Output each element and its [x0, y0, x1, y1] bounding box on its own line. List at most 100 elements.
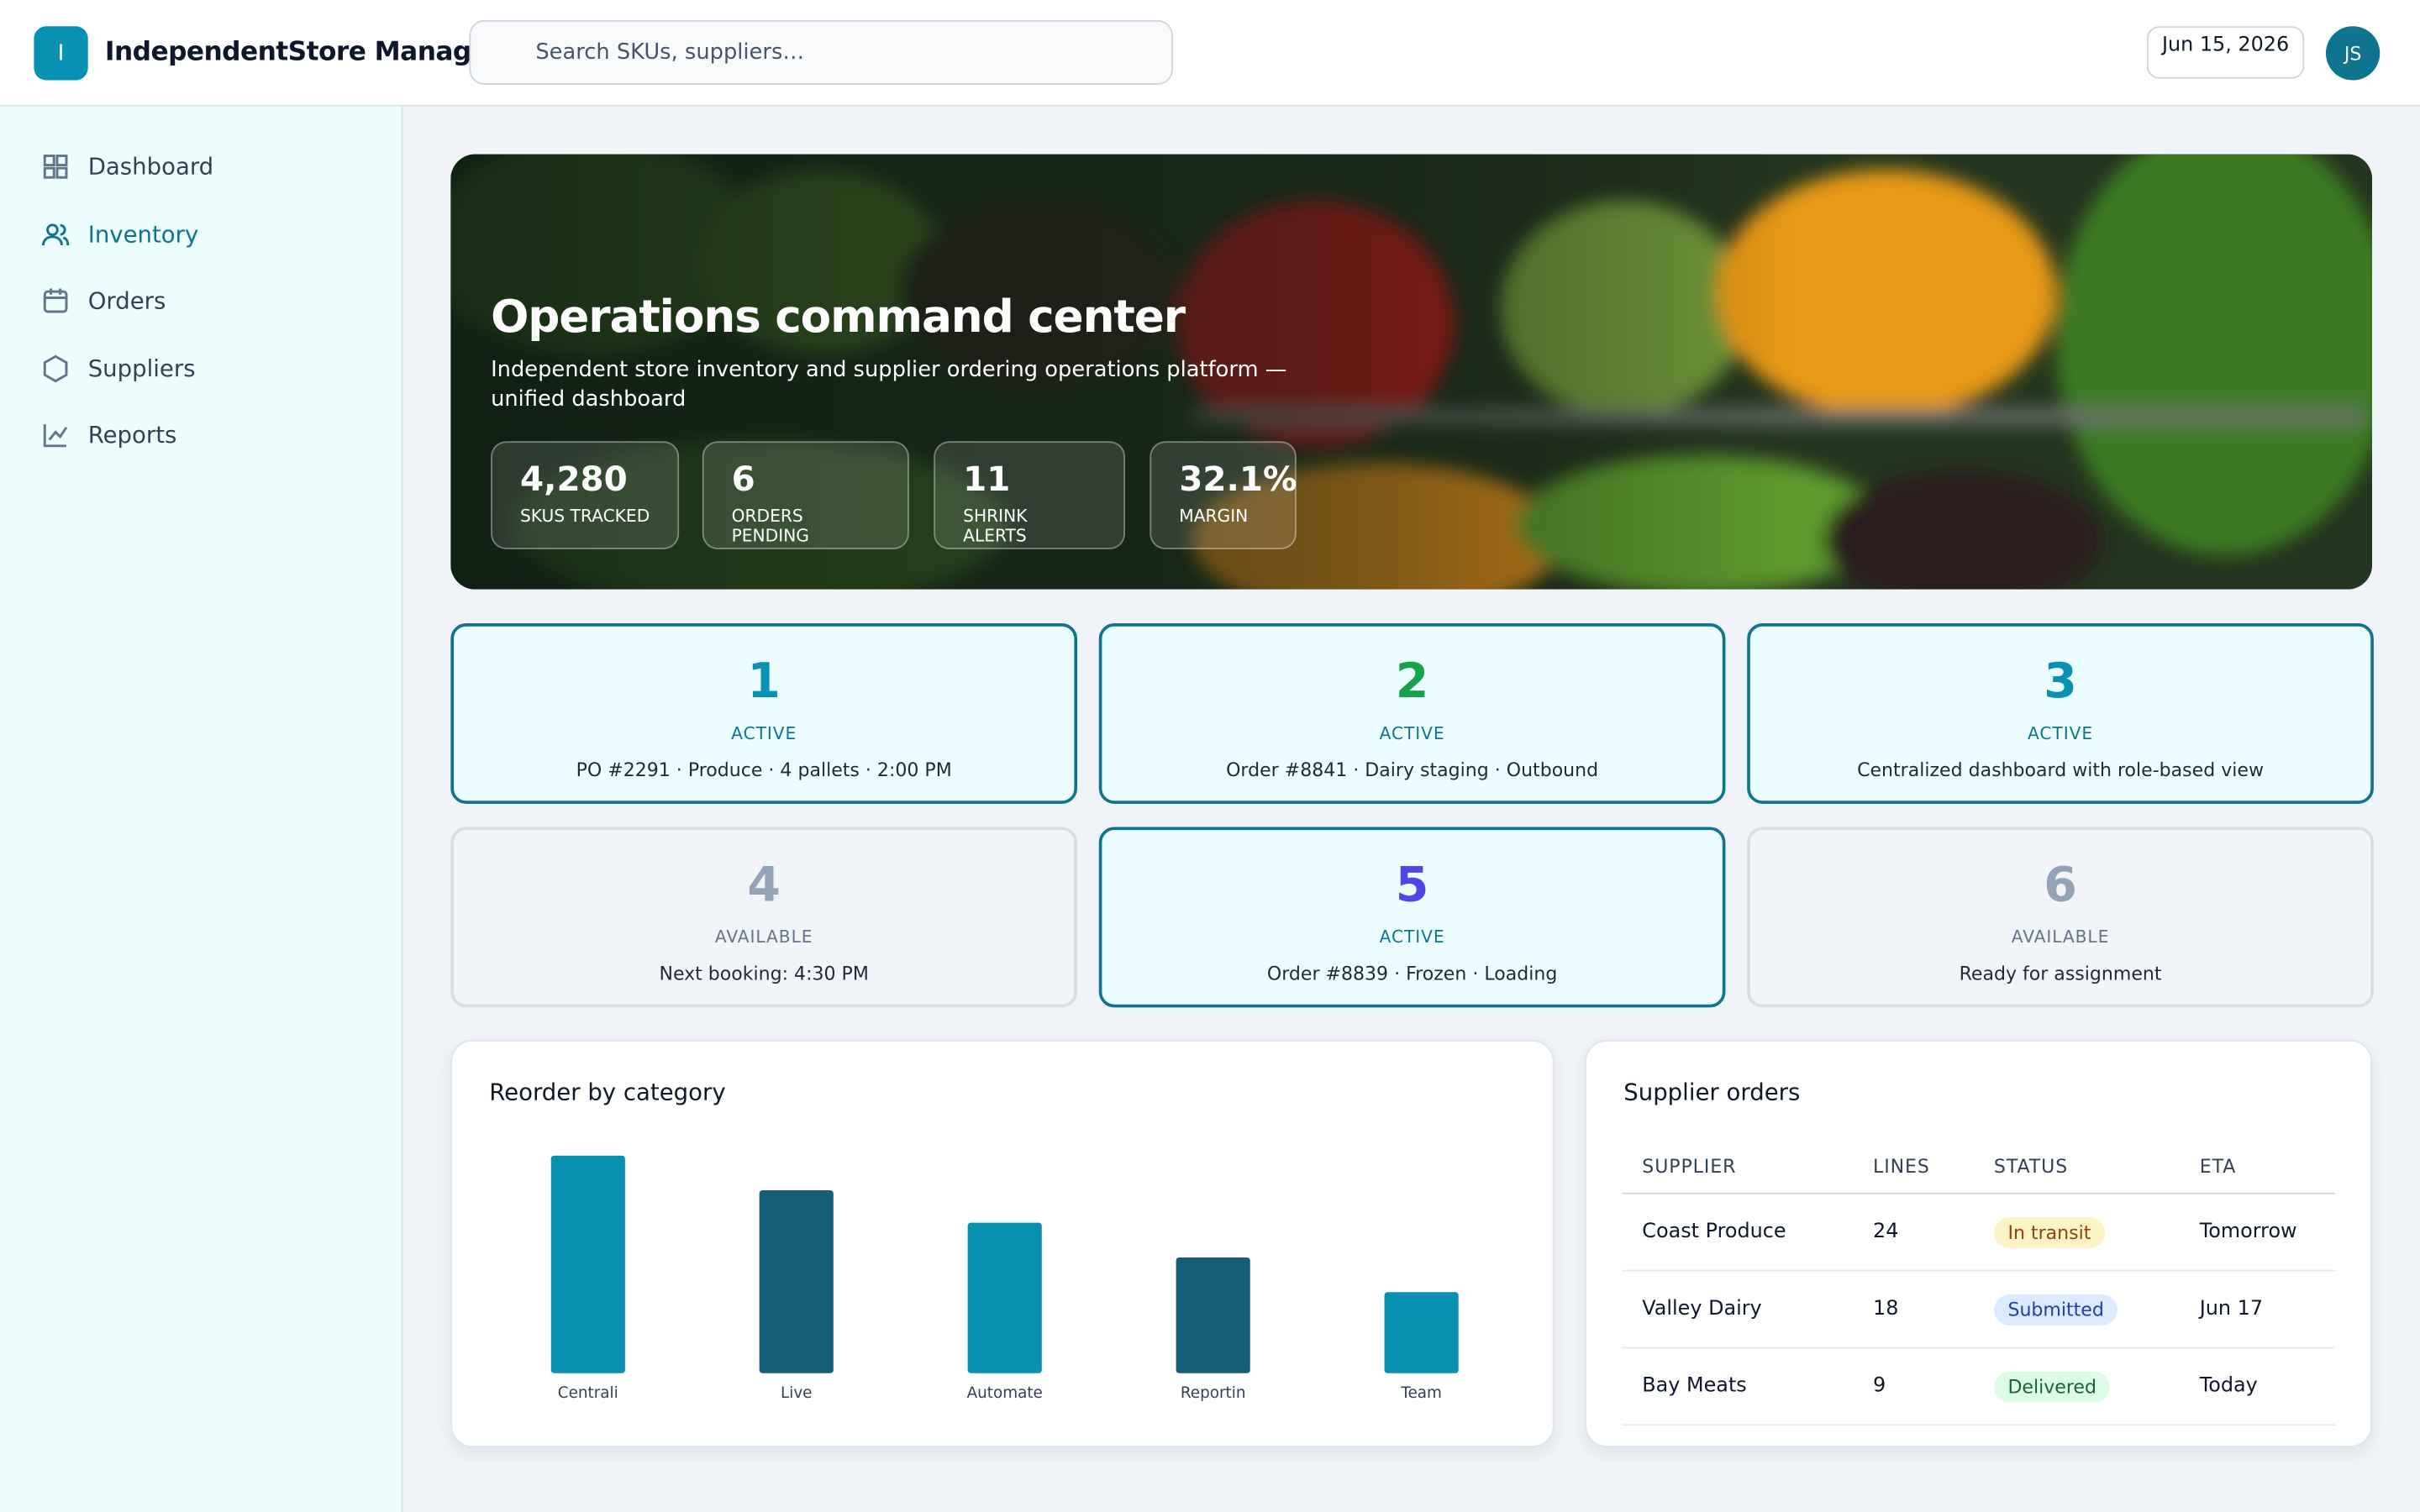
- stat-value: 32.1%: [1179, 461, 1297, 501]
- cell: Today: [2179, 1347, 2335, 1426]
- nav-label: Orders: [87, 286, 166, 316]
- hero-banner: Operations command center Independent st…: [450, 154, 2373, 590]
- header-row: SUPPLIER LINES STATUS ETA: [1622, 1140, 2335, 1194]
- status-badge: In transit: [1993, 1216, 2105, 1248]
- bar: [1384, 1292, 1459, 1373]
- cell: 24: [1853, 1193, 1975, 1272]
- cell: Tomorrow: [2179, 1193, 2335, 1272]
- nav-icon: [43, 155, 68, 179]
- bar: [550, 1155, 625, 1373]
- bay-status: ACTIVE: [2028, 723, 2094, 744]
- column-header: LINES: [1853, 1140, 1975, 1194]
- bay-card[interactable]: 4 AVAILABLE Next booking: 4:30 PM: [450, 827, 1078, 1008]
- bay-card[interactable]: 1 ACTIVE PO #2291 · Produce · 4 pallets · …: [450, 623, 1078, 804]
- bay-status: ACTIVE: [1379, 723, 1445, 744]
- brand-name: IndependentStore Manager: [104, 37, 502, 68]
- cell: Bay Meats: [1622, 1347, 1854, 1426]
- nav-item[interactable]: Inventory: [40, 215, 198, 252]
- hero-title: Operations command center: [491, 290, 1186, 343]
- stat-value: 11: [963, 461, 1011, 501]
- x-tick-label: Reportin: [1181, 1384, 1246, 1402]
- x-tick-label: Live: [781, 1384, 813, 1402]
- supplier-table: SUPPLIER LINES STATUS ETA Coast Produce 24 In …: [1622, 1140, 2335, 1426]
- logo[interactable]: I: [34, 26, 88, 81]
- table-card: Supplier orders SUPPLIER LINES STATUS ETA Co…: [1585, 1039, 2373, 1447]
- cell: Delivered: [1974, 1347, 2180, 1426]
- cell: 9: [1853, 1347, 1975, 1426]
- bay-number: 4: [747, 858, 781, 914]
- hero-subtitle: Independent store inventory and supplier…: [491, 358, 1287, 412]
- hero-image: [450, 154, 2373, 590]
- stat-card: 11 SHRINK ALERTS: [934, 441, 1125, 549]
- bay-card[interactable]: 2 ACTIVE Order #8841 · Dairy staging · Out…: [1098, 623, 1726, 804]
- x-tick-label: Automate: [967, 1384, 1043, 1402]
- bay-detail: Ready for assignment: [1959, 963, 2162, 984]
- top-bar: I IndependentStore Manager Search SKUs, …: [0, 0, 2420, 107]
- bay-detail: Order #8841 · Dairy staging · Outbound: [1226, 759, 1599, 781]
- chart-title: Reorder by category: [489, 1078, 726, 1106]
- nav-item[interactable]: Orders: [40, 282, 166, 319]
- x-tick-label: Centrali: [558, 1384, 618, 1402]
- bay-card[interactable]: 3 ACTIVE Centralized dashboard with role-b…: [1747, 623, 2374, 804]
- status-badge: Submitted: [1993, 1294, 2118, 1325]
- table-row: Coast Produce 24 In transit Tomorrow: [1622, 1193, 2335, 1272]
- bay-number: 5: [1395, 858, 1429, 914]
- bay-card[interactable]: 5 ACTIVE Order #8839 · Frozen · Loading: [1098, 827, 1726, 1008]
- bay-detail: Order #8839 · Frozen · Loading: [1266, 963, 1558, 984]
- bay-number: 3: [2044, 654, 2077, 710]
- cell: Jun 17: [2179, 1270, 2335, 1349]
- nav-icon: [43, 354, 68, 382]
- stat-label: SHRINK ALERTS: [963, 506, 1028, 547]
- bay-status: ACTIVE: [1379, 927, 1445, 948]
- bay-card[interactable]: 6 AVAILABLE Ready for assignment: [1747, 827, 2374, 1008]
- bar: [1176, 1257, 1250, 1373]
- chart: Centrali Live Automate Reportin Team: [550, 1155, 1459, 1402]
- cell: Valley Dairy: [1622, 1270, 1854, 1349]
- table-row: Bay Meats 9 Delivered Today: [1622, 1347, 2335, 1426]
- sidebar: Dashboard Inventory Orders Suppliers Reports: [0, 106, 403, 1512]
- stat-label: SKUS TRACKED: [519, 506, 650, 527]
- bar: [967, 1222, 1042, 1373]
- stat-label: ORDERS PENDING: [731, 506, 809, 547]
- column-header: SUPPLIER: [1622, 1140, 1854, 1194]
- nav-label: Suppliers: [87, 354, 196, 383]
- table-row: Valley Dairy 18 Submitted Jun 17: [1622, 1270, 2335, 1349]
- stat-label: MARGIN: [1179, 506, 1249, 527]
- nav-label: Reports: [87, 422, 177, 450]
- bay-number: 2: [1395, 654, 1429, 710]
- nav-icon: [43, 288, 68, 313]
- nav-icon: [41, 223, 70, 245]
- cell: Coast Produce: [1622, 1193, 1854, 1272]
- bay-number: 1: [747, 654, 781, 710]
- stat-value: 4,280: [519, 461, 628, 501]
- cell: Submitted: [1974, 1270, 2180, 1349]
- table-title: Supplier orders: [1623, 1078, 1801, 1106]
- stat-card: 6 ORDERS PENDING: [702, 441, 909, 549]
- cell: In transit: [1974, 1193, 2180, 1272]
- nav-item[interactable]: Suppliers: [40, 350, 196, 387]
- nav-item[interactable]: Reports: [40, 417, 177, 454]
- bar: [759, 1190, 834, 1373]
- search-input[interactable]: Search SKUs, suppliers…: [469, 19, 1173, 86]
- bay-detail: PO #2291 · Produce · 4 pallets · 2:00 PM: [576, 759, 952, 781]
- nav-icon: [43, 424, 68, 449]
- bay-detail: Next booking: 4:30 PM: [659, 963, 869, 984]
- column-header: ETA: [2179, 1140, 2335, 1194]
- nav-item[interactable]: Dashboard: [40, 148, 213, 185]
- bay-number: 6: [2044, 858, 2077, 914]
- chart-card: Reorder by category Centrali Live Automate…: [450, 1039, 1555, 1447]
- cell: 18: [1853, 1270, 1975, 1349]
- user-avatar[interactable]: JS: [2325, 26, 2381, 81]
- date-picker[interactable]: Jun 15, 2026: [2146, 26, 2305, 79]
- x-tick-label: Team: [1400, 1384, 1442, 1402]
- stat-value: 6: [731, 461, 755, 501]
- nav-label: Dashboard: [87, 152, 214, 181]
- column-header: STATUS: [1974, 1140, 2180, 1194]
- bay-status: ACTIVE: [731, 723, 797, 744]
- bay-status: AVAILABLE: [2011, 927, 2110, 948]
- status-badge: Delivered: [1993, 1370, 2111, 1402]
- stat-card: 4,280 SKUS TRACKED: [491, 441, 680, 549]
